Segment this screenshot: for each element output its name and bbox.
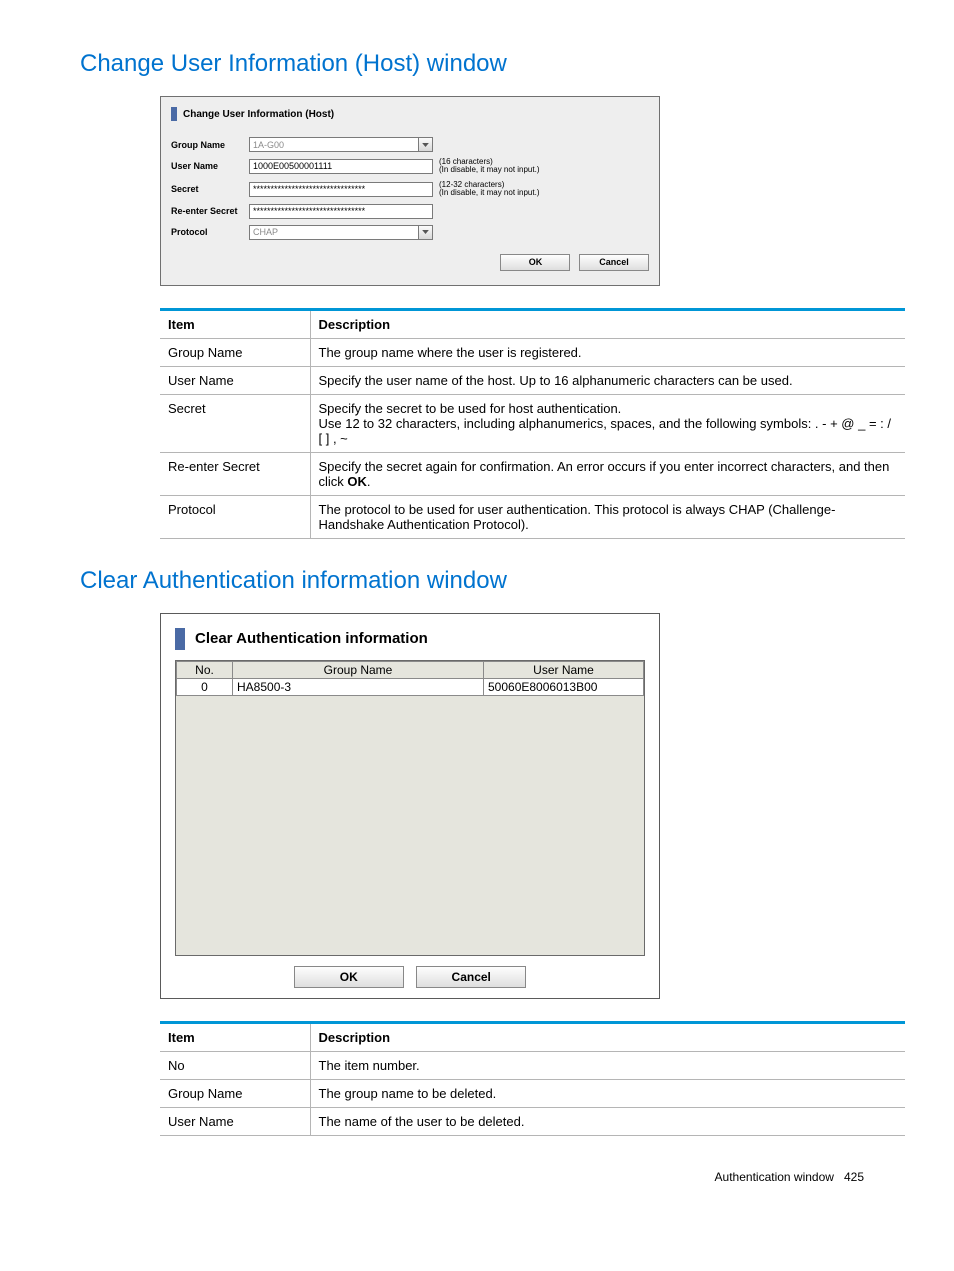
footer-page: 425 bbox=[844, 1170, 864, 1184]
secret-input[interactable] bbox=[249, 182, 433, 197]
table-row-item: User Name bbox=[160, 366, 310, 394]
table1-header-desc: Description bbox=[310, 309, 905, 338]
title-marker-icon bbox=[171, 107, 177, 121]
ok-button[interactable]: OK bbox=[294, 966, 404, 988]
dialog2-titlebar: Clear Authentication information bbox=[161, 614, 659, 660]
group-name-select[interactable] bbox=[249, 137, 419, 152]
table-row-desc: Specify the user name of the host. Up to… bbox=[310, 366, 905, 394]
section2-title: Clear Authentication information window bbox=[80, 567, 874, 595]
footer-text: Authentication window bbox=[715, 1170, 834, 1184]
secret-hint: (12-32 characters) (In disable, it may n… bbox=[439, 181, 540, 198]
table-row-item: User Name bbox=[160, 1107, 310, 1135]
cancel-button[interactable]: Cancel bbox=[579, 254, 649, 271]
dialog1-titlebar: Change User Information (Host) bbox=[171, 107, 649, 121]
ok-button[interactable]: OK bbox=[500, 254, 570, 271]
table-row-desc: The item number. bbox=[310, 1051, 905, 1079]
col-group[interactable]: Group Name bbox=[233, 661, 484, 678]
reenter-secret-input[interactable] bbox=[249, 204, 433, 219]
protocol-label: Protocol bbox=[171, 227, 249, 237]
chevron-down-icon[interactable] bbox=[419, 225, 433, 240]
secret-label: Secret bbox=[171, 184, 249, 194]
table-row-desc: The name of the user to be deleted. bbox=[310, 1107, 905, 1135]
cancel-button[interactable]: Cancel bbox=[416, 966, 526, 988]
col-no[interactable]: No. bbox=[177, 661, 233, 678]
change-user-info-dialog: Change User Information (Host) Group Nam… bbox=[160, 96, 660, 286]
dialog2-grid: No. Group Name User Name 0HA8500-350060E… bbox=[175, 660, 645, 956]
table-row-item: Protocol bbox=[160, 495, 310, 538]
dialog2-title: Clear Authentication information bbox=[195, 630, 428, 647]
title-marker-icon bbox=[175, 628, 185, 650]
protocol-select[interactable] bbox=[249, 225, 419, 240]
table-row-desc: The protocol to be used for user authent… bbox=[310, 495, 905, 538]
table-row-item: No bbox=[160, 1051, 310, 1079]
table2: Item Description NoThe item number.Group… bbox=[160, 1021, 905, 1136]
table1: Item Description Group NameThe group nam… bbox=[160, 308, 905, 539]
chevron-down-icon[interactable] bbox=[419, 137, 433, 152]
col-user[interactable]: User Name bbox=[484, 661, 644, 678]
user-name-hint: (16 characters) (In disable, it may not … bbox=[439, 158, 540, 175]
user-name-label: User Name bbox=[171, 161, 249, 171]
table-row-desc: The group name where the user is registe… bbox=[310, 338, 905, 366]
group-name-label: Group Name bbox=[171, 140, 249, 150]
cell-user: 50060E8006013B00 bbox=[484, 678, 644, 695]
table-row-item: Group Name bbox=[160, 1079, 310, 1107]
table-row-item: Secret bbox=[160, 394, 310, 452]
page-footer: Authentication window 425 bbox=[80, 1170, 874, 1184]
table-row-desc: Specify the secret again for confirmatio… bbox=[310, 452, 905, 495]
reenter-secret-label: Re-enter Secret bbox=[171, 206, 249, 216]
table-row-desc: Specify the secret to be used for host a… bbox=[310, 394, 905, 452]
table1-header-item: Item bbox=[160, 309, 310, 338]
table-row[interactable]: 0HA8500-350060E8006013B00 bbox=[177, 678, 644, 695]
table-row-item: Re-enter Secret bbox=[160, 452, 310, 495]
table2-header-desc: Description bbox=[310, 1022, 905, 1051]
clear-auth-dialog: Clear Authentication information No. Gro… bbox=[160, 613, 660, 999]
cell-no: 0 bbox=[177, 678, 233, 695]
table2-header-item: Item bbox=[160, 1022, 310, 1051]
table-row-item: Group Name bbox=[160, 338, 310, 366]
table-row-desc: The group name to be deleted. bbox=[310, 1079, 905, 1107]
user-name-input[interactable] bbox=[249, 159, 433, 174]
section1-title: Change User Information (Host) window bbox=[80, 50, 874, 78]
dialog1-title: Change User Information (Host) bbox=[183, 109, 334, 120]
cell-group: HA8500-3 bbox=[233, 678, 484, 695]
